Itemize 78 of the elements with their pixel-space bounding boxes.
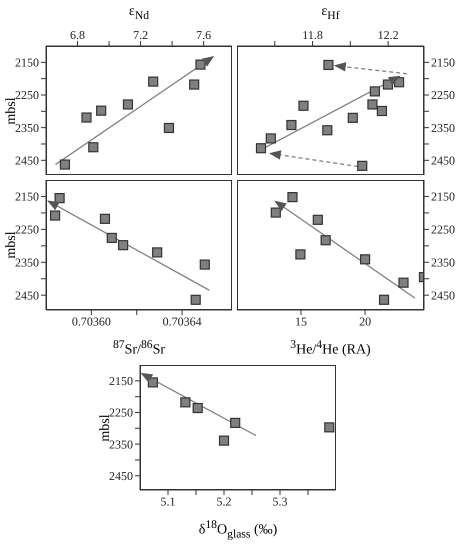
x-tick-label: 12.2: [378, 28, 399, 42]
point: [256, 143, 266, 154]
point: [367, 99, 378, 110]
point: [312, 214, 323, 225]
point: [180, 397, 190, 408]
point: [192, 402, 203, 414]
x-tick-label: 15: [295, 314, 308, 329]
point: [398, 278, 409, 288]
y-tick-label: 2350: [431, 120, 455, 135]
y-tick-label: 2150: [109, 374, 133, 388]
point: [295, 249, 306, 260]
x-tick-label: 5.1: [160, 494, 176, 509]
x-axis-title: $^{3}$He/$^{4}$He (RA): [289, 338, 372, 359]
y-tick-label: 2450: [431, 288, 455, 302]
point: [357, 160, 368, 171]
point: [230, 418, 240, 428]
y-tick-label: 2150: [15, 190, 39, 204]
x-axis-title: ε$_{Nd}$: [128, 4, 150, 22]
y-tick-label: 2450: [109, 469, 133, 484]
point: [376, 106, 387, 116]
point: [54, 193, 65, 204]
y-tick-label: 2250: [109, 406, 133, 420]
x-tick-label: 11.8: [302, 28, 323, 42]
point: [122, 99, 134, 110]
point: [348, 112, 358, 123]
x-tick-label: 7.2: [133, 28, 148, 42]
point: [320, 235, 331, 246]
point: [88, 142, 98, 152]
point: [218, 436, 230, 446]
y-tick-label: 2450: [431, 154, 455, 168]
point: [118, 240, 128, 250]
x-tick-label: 5.3: [272, 494, 288, 509]
point: [96, 106, 106, 116]
point: [286, 120, 296, 130]
point: [322, 125, 332, 136]
x-axis-title: $^{87}$Sr/$^{86}$Sr: [112, 338, 166, 359]
x-tick-label: 7.6: [196, 28, 212, 42]
point: [152, 247, 162, 258]
point: [189, 79, 200, 90]
point: [323, 60, 334, 70]
y-tick-label: 2250: [15, 222, 39, 237]
point: [287, 192, 298, 202]
point: [298, 100, 309, 111]
point: [106, 232, 117, 244]
point: [266, 133, 276, 144]
point: [360, 254, 370, 264]
point: [100, 214, 110, 224]
x-tick-label: 5.2: [216, 494, 232, 509]
y-tick-label: 2250: [431, 222, 455, 237]
y-tick-label: 2450: [15, 154, 39, 168]
point: [200, 259, 210, 270]
y-tick-label: 2250: [15, 88, 39, 102]
point: [195, 60, 206, 70]
x-tick-label: 0.70364: [162, 314, 202, 329]
y-tick-label: 2350: [15, 256, 39, 270]
x-tick-label: 6.8: [70, 28, 86, 42]
point: [378, 294, 390, 305]
y-tick-label: 2350: [431, 256, 455, 270]
point: [164, 122, 174, 134]
y-tick-label: 2350: [109, 437, 133, 452]
y-tick-label: 2250: [431, 88, 455, 102]
point: [148, 76, 158, 87]
y-tick-label: 2350: [15, 120, 39, 135]
y-tick-label: 2150: [431, 190, 455, 204]
y-tick-label: 2150: [15, 56, 39, 70]
point: [50, 210, 60, 221]
point: [60, 159, 70, 170]
x-tick-label: 0.70360: [72, 314, 111, 329]
y-tick-label: 2450: [15, 288, 39, 302]
point: [270, 207, 281, 218]
y-tick-label: 2150: [431, 56, 455, 70]
point: [190, 294, 201, 305]
point: [370, 86, 380, 96]
x-axis-title: ε$_{Hf}$: [320, 4, 341, 22]
x-tick-label: 20: [359, 314, 372, 329]
point: [324, 422, 334, 432]
point: [81, 112, 92, 123]
x-axis-title: δ$^{18}$O$_{glass}$ (‰): [198, 518, 278, 540]
